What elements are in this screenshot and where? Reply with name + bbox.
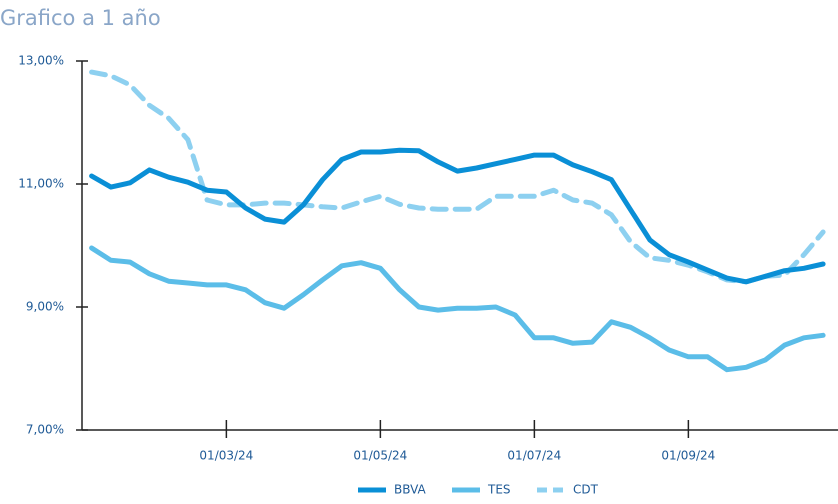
legend-label: BBVA bbox=[394, 483, 427, 497]
legend-label: CDT bbox=[573, 483, 599, 497]
x-tick-label: 01/03/24 bbox=[199, 449, 253, 463]
chart-title: Grafico a 1 año bbox=[0, 6, 161, 30]
legend-label: TES bbox=[487, 483, 511, 497]
line-series bbox=[89, 245, 826, 373]
x-tick-label: 01/05/24 bbox=[353, 449, 407, 463]
y-tick-label: 13,00% bbox=[18, 54, 64, 68]
x-tick-label: 01/07/24 bbox=[507, 449, 561, 463]
plot-area bbox=[89, 69, 826, 373]
y-tick-label: 11,00% bbox=[18, 177, 64, 191]
y-tick-label: 9,00% bbox=[26, 300, 64, 314]
line-series bbox=[89, 69, 826, 285]
y-tick-label: 7,00% bbox=[26, 423, 64, 437]
line-series bbox=[89, 147, 826, 285]
x-tick-label: 01/09/24 bbox=[661, 449, 715, 463]
